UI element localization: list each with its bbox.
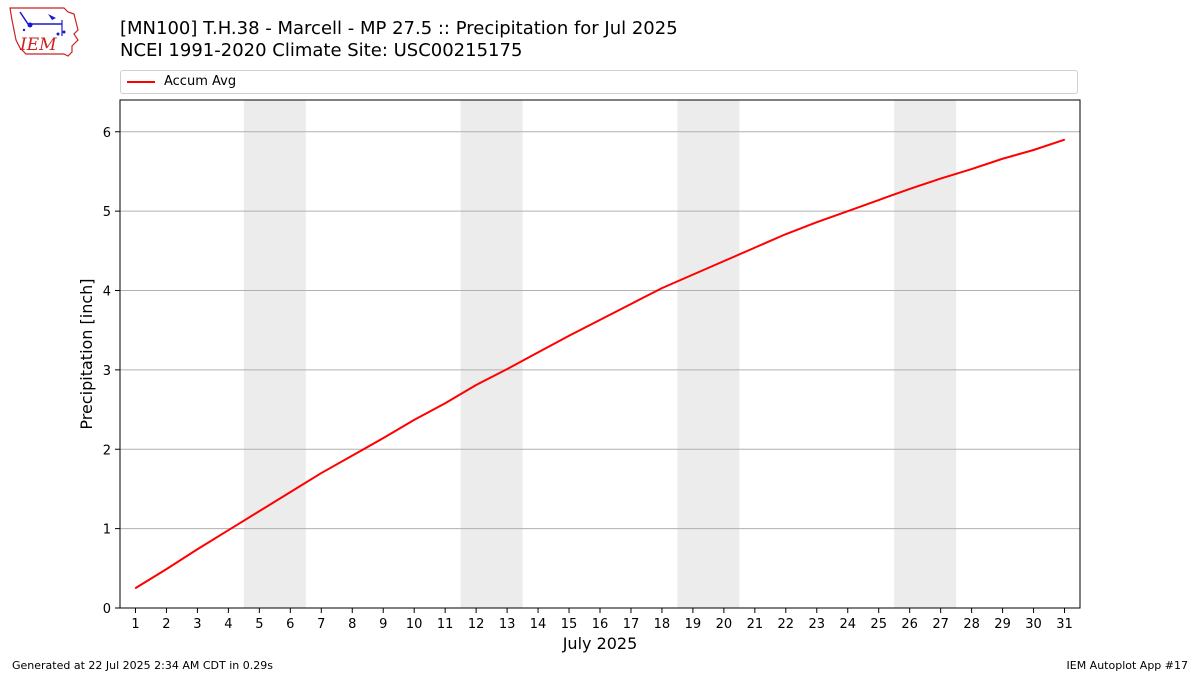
weekend-band	[460, 100, 523, 608]
x-tick-label: 6	[286, 617, 294, 632]
y-tick-label: 2	[103, 443, 111, 458]
x-tick-label: 25	[870, 617, 887, 632]
x-tick-label: 12	[468, 617, 485, 632]
x-tick-label: 17	[623, 617, 640, 632]
data-point	[537, 351, 539, 354]
x-tick-label: 2	[162, 617, 170, 632]
x-tick-label: 3	[193, 617, 201, 632]
data-point	[475, 384, 477, 386]
data-point	[940, 177, 942, 180]
data-point	[630, 303, 632, 305]
data-point	[754, 247, 756, 249]
grid-lines	[120, 131, 1080, 530]
data-point	[134, 587, 137, 589]
x-tick-label: 22	[778, 617, 795, 632]
weekend-band	[243, 100, 306, 608]
x-tick-label: 5	[255, 617, 263, 632]
x-tick-label: 15	[561, 617, 578, 632]
data-point	[1001, 158, 1004, 160]
chart-title: [MN100] T.H.38 - Marcell - MP 27.5 :: Pr…	[120, 18, 678, 39]
x-tick-label: 24	[839, 617, 856, 632]
x-axis: 1 2 3 4 5 6 7 8 9 10 11 12 13 14 15 16 17 18 19 20 21 22 23 24 2…	[131, 608, 1073, 632]
y-tick-label: 0	[103, 602, 111, 617]
data-point	[723, 260, 725, 262]
y-tick-label: 4	[103, 285, 111, 300]
y-tick-label: 6	[103, 126, 111, 141]
x-tick-label: 13	[499, 617, 516, 632]
data-point	[847, 210, 849, 212]
data-point	[289, 491, 291, 493]
x-tick-label: 23	[809, 617, 826, 632]
x-tick-label: 29	[994, 617, 1011, 632]
data-point	[568, 335, 570, 337]
weekend-band	[677, 100, 740, 608]
iowa-outline	[9, 7, 79, 57]
x-tick-label: 20	[716, 617, 733, 632]
data-point	[196, 548, 199, 550]
data-point	[413, 419, 415, 421]
y-tick-label: 3	[103, 364, 111, 379]
data-point	[878, 199, 880, 201]
x-tick-label: 19	[685, 617, 702, 632]
data-point	[661, 287, 663, 289]
x-tick-label: 30	[1025, 617, 1042, 632]
weather-instrument-icon	[19, 11, 66, 36]
iem-logo: IEM	[9, 7, 79, 57]
x-tick-label: 7	[317, 617, 325, 632]
x-tick-label: 4	[224, 617, 232, 632]
data-point	[1063, 139, 1066, 141]
data-point	[351, 455, 353, 457]
data-point	[1032, 149, 1035, 151]
data-point	[165, 568, 168, 570]
data-point	[444, 402, 446, 404]
data-point	[971, 168, 973, 170]
x-tick-label: 31	[1056, 617, 1073, 632]
x-tick-label: 28	[963, 617, 980, 632]
y-axis-label: Precipitation [inch]	[77, 278, 96, 429]
data-point	[382, 437, 384, 439]
app-credit: IEM Autoplot App #17	[1066, 659, 1189, 672]
legend: Accum Avg	[120, 70, 1078, 94]
weekend-bands	[243, 100, 957, 608]
series-layer	[134, 138, 1066, 590]
generated-timestamp: Generated at 22 Jul 2025 2:34 AM CDT in …	[12, 659, 273, 672]
data-point	[227, 529, 229, 531]
y-tick-label: 5	[103, 205, 111, 220]
data-point	[258, 510, 260, 512]
x-tick-label: 10	[406, 617, 423, 632]
x-tick-label: 27	[932, 617, 949, 632]
legend-label: Accum Avg	[164, 74, 237, 89]
x-tick-label: 1	[131, 617, 139, 632]
data-point	[785, 233, 787, 235]
x-tick-label: 21	[747, 617, 764, 632]
y-axis: 0 1 2 3 4 5 6	[103, 126, 120, 617]
logo-text: IEM	[19, 35, 57, 55]
chart-subtitle: NCEI 1991-2020 Climate Site: USC00215175	[120, 40, 523, 61]
x-axis-label: July 2025	[562, 634, 638, 653]
x-tick-label: 9	[379, 617, 387, 632]
data-point	[692, 274, 694, 276]
data-point	[599, 319, 601, 321]
x-tick-label: 8	[348, 617, 356, 632]
x-tick-label: 26	[901, 617, 918, 632]
data-point	[506, 368, 508, 370]
legend-swatch	[127, 81, 155, 83]
data-point	[816, 221, 818, 223]
y-tick-label: 1	[103, 523, 111, 538]
x-tick-label: 14	[530, 617, 547, 632]
data-point	[320, 472, 322, 474]
data-point	[909, 188, 911, 190]
x-tick-label: 16	[592, 617, 609, 632]
x-tick-label: 11	[437, 617, 454, 632]
x-tick-label: 18	[654, 617, 671, 632]
